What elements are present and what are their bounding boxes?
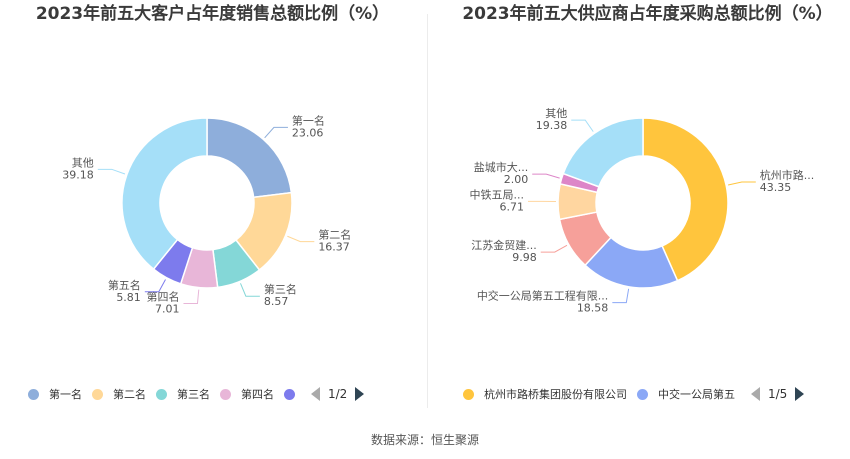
leader-line [240,283,260,297]
slice-name-label: 中铁五局... [470,188,525,201]
customer-chart-panel: 2023年前五大客户占年度销售总额比例（%） 第一名 23.06 第二名 16.37 第… [0,0,425,410]
legend-item[interactable]: 第一名 [28,386,82,402]
slice-value-label: 5.81 [116,291,141,304]
slice-name-label: 第五名 [108,278,141,292]
legend-label: 杭州市路桥集团股份有限公司 [484,388,627,401]
supplier-chart-panel: 2023年前五大供应商占年度采购总额比例（%） 杭州市路... 43.35 中交一公… [425,0,850,410]
slice-name-label: 其他 [545,107,567,120]
leader-line [612,288,630,304]
legend: 杭州市路桥集团股份有限公司 中交一公局第五 1/5 [425,384,850,404]
slice-value-label: 6.71 [500,200,524,213]
slice-value-label: 43.35 [760,181,792,194]
leader-line [532,173,560,179]
slice-name-label: 中交一公局第五工程有限... [477,289,609,303]
legend-next-icon[interactable] [795,387,805,401]
legend-page-indicator: 1/2 [328,387,348,401]
legend-items: 第一名 第二名 第三名 第四名 [0,386,305,402]
legend-prev-icon[interactable] [751,387,760,401]
donut-slice[interactable] [206,117,293,199]
legend-dot-icon [220,388,231,400]
slice-value-label: 7.01 [155,303,180,316]
leader-line [728,181,756,186]
slice-value-label: 18.58 [577,302,609,315]
legend-item[interactable]: 第三名 [156,386,210,402]
slice-name-label: 江苏金贸建... [471,238,537,252]
legend-item[interactable]: 第二名 [92,386,146,402]
legend-prev-icon[interactable] [311,387,320,401]
legend-label: 第二名 [113,388,146,401]
leader-line [144,279,166,293]
legend-dot-icon [463,388,474,400]
data-source: 数据来源：恒生聚源 [370,433,479,447]
slice-name-label: 第一名 [292,113,325,127]
slice-value-label: 16.37 [318,241,350,254]
legend-pager: 1/2 [311,387,365,401]
legend-page-indicator: 1/5 [768,387,788,401]
slice-name-label: 其他 [72,156,94,169]
leader-line [287,235,315,243]
slice-value-label: 8.57 [264,295,289,308]
legend-item[interactable] [284,388,295,400]
legend-dot-icon [637,388,648,400]
slice-name-label: 第四名 [146,290,179,304]
slice-name-label: 第二名 [318,228,351,242]
legend-pager: 1/5 [751,387,805,401]
leader-line [571,119,594,132]
donut-slice[interactable] [562,117,644,188]
legend-label: 第一名 [49,388,82,401]
slice-value-label: 9.98 [512,251,537,264]
legend-item[interactable]: 杭州市路桥集团股份有限公司 [463,386,627,402]
leader-line [264,126,288,139]
leader-line [183,289,200,305]
slice-value-label: 23.06 [292,126,324,139]
legend-dot-icon [156,388,167,400]
donut-slice[interactable] [642,117,729,282]
legend-item[interactable]: 第四名 [220,386,274,402]
legend-dot-icon [28,388,39,400]
legend: 第一名 第二名 第三名 第四名 1/2 [0,384,425,404]
slice-name-label: 杭州市路... [760,168,815,182]
legend-dot-icon [284,388,295,400]
legend-label: 中交一公局第五 [658,388,735,401]
legend-item[interactable]: 中交一公局第五 [637,386,735,402]
legend-dot-icon [92,388,103,400]
legend-next-icon[interactable] [355,387,365,401]
panel-divider [427,14,428,408]
legend-label: 第三名 [177,388,210,401]
slice-value-label: 2.00 [504,173,528,186]
legend-label: 第四名 [241,388,274,401]
slice-name-label: 第三名 [264,282,297,296]
legend-items: 杭州市路桥集团股份有限公司 中交一公局第五 [425,386,745,402]
slice-value-label: 39.18 [62,168,94,181]
slice-name-label: 盐城市大... [474,160,529,174]
donut-chart: 杭州市路...43.35 中交一公局第五工程有限...18.58 江苏金贸建...9… [470,107,815,315]
donut-slice[interactable] [121,117,208,271]
leader-line [540,244,568,253]
slice-value-label: 19.38 [536,119,568,132]
chart-title: 2023年前五大供应商占年度采购总额比例（%） [462,4,833,24]
leader-line [97,168,126,175]
chart-title: 2023年前五大客户占年度销售总额比例（%） [35,4,390,24]
